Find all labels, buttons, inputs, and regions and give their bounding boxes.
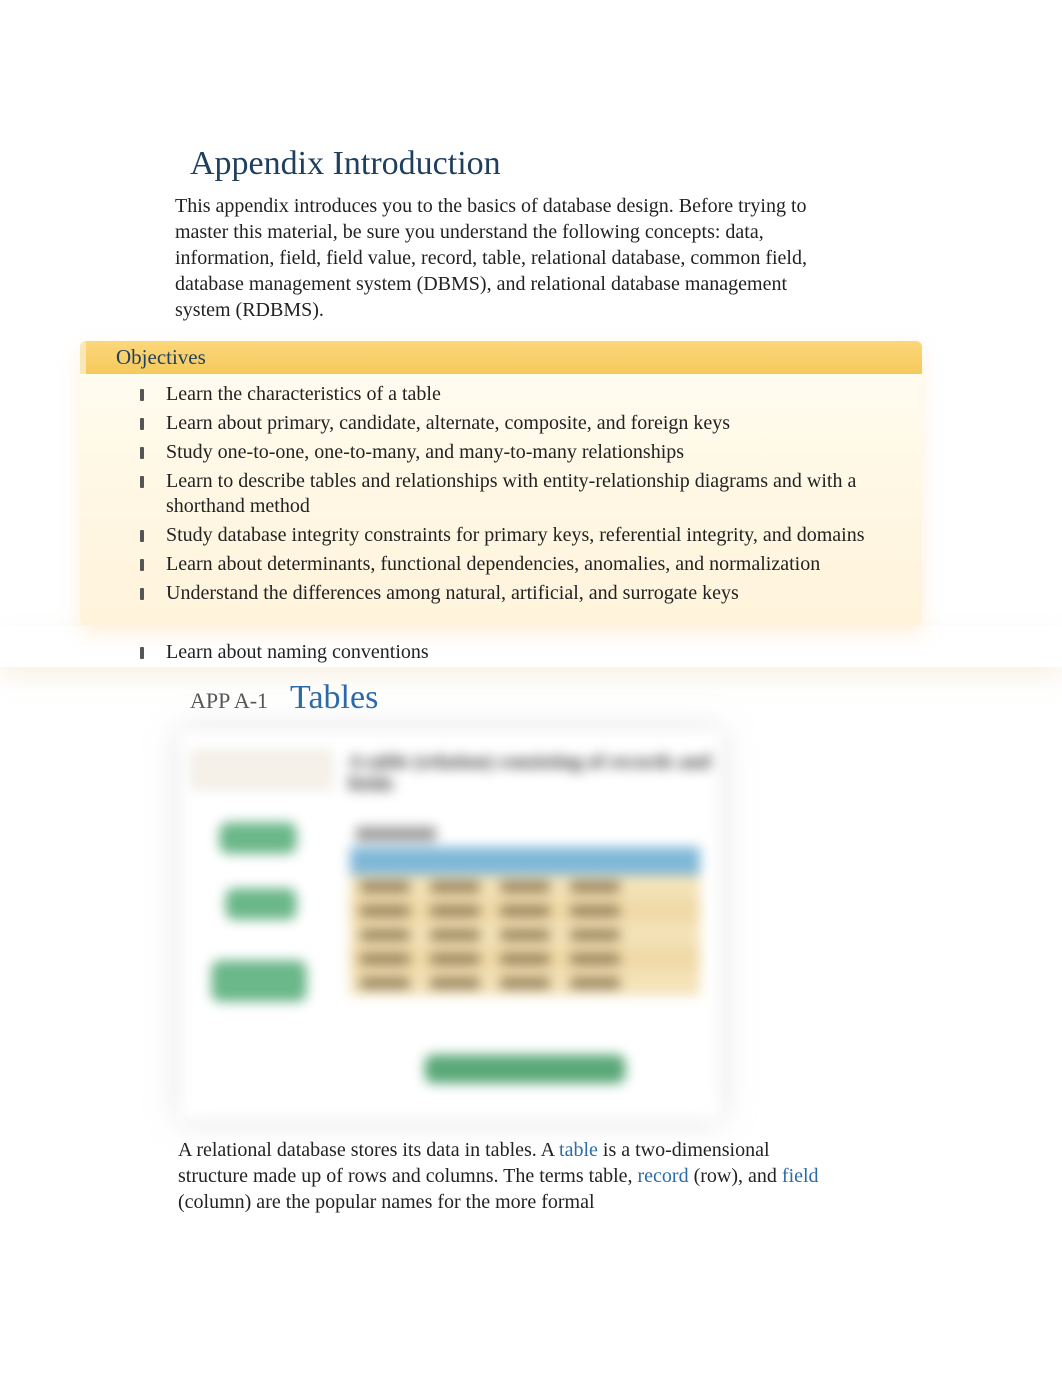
- body-text-run: (row), and: [694, 1165, 782, 1187]
- intro-paragraph: This appendix introduces you to the basi…: [175, 193, 832, 323]
- section-label: APP A-1: [190, 688, 268, 713]
- glossary-term-field[interactable]: field: [782, 1165, 819, 1187]
- figure-table-row: [350, 875, 700, 899]
- objective-item: Learn about primary, candidate, alternat…: [140, 409, 882, 438]
- figure-annotation-pill: [220, 823, 296, 853]
- figure-table-row: [350, 923, 700, 947]
- objective-item: Understand the differences among natural…: [140, 579, 882, 608]
- figure-table-header: [350, 847, 700, 875]
- figure-a1: A table (relation) consisting of records…: [180, 731, 720, 1119]
- objectives-list: Learn the characteristics of a table Lea…: [80, 374, 922, 608]
- appendix-heading: Appendix Introduction: [190, 145, 832, 183]
- section-header: APP A-1 Tables: [0, 667, 1062, 717]
- intro-section: Appendix Introduction This appendix intr…: [0, 145, 1062, 323]
- figure-table-row: [350, 971, 700, 995]
- section-title: Tables: [290, 679, 378, 716]
- figure-table: [350, 847, 700, 995]
- figure-label-box: [192, 751, 332, 789]
- objective-item: Learn to describe tables and relationshi…: [140, 467, 882, 521]
- figure-table-label: [356, 827, 436, 841]
- glossary-term-table[interactable]: table: [559, 1139, 598, 1161]
- figure-table-row: [350, 899, 700, 923]
- objective-item: Learn the characteristics of a table: [140, 380, 882, 409]
- glossary-term-record[interactable]: record: [638, 1165, 689, 1187]
- body-text-run: A relational database stores its data in…: [178, 1139, 559, 1161]
- figure-annotation-pill: [212, 961, 306, 1001]
- body-paragraph: A relational database stores its data in…: [0, 1119, 1062, 1215]
- figure-annotation-pill: [226, 889, 296, 919]
- objectives-title-bar: Objectives: [80, 341, 922, 374]
- figure-caption: A table (relation) consisting of records…: [348, 751, 720, 795]
- figure-table-row: [350, 947, 700, 971]
- objectives-title: Objectives: [116, 345, 206, 369]
- objectives-trailing: Learn about naming conventions: [0, 626, 1062, 667]
- objective-item: Study database integrity constraints for…: [140, 521, 882, 550]
- objective-item: Study one-to-one, one-to-many, and many-…: [140, 438, 882, 467]
- objectives-box: Objectives Learn the characteristics of …: [80, 341, 922, 626]
- body-text-run: (column) are the popular names for the m…: [178, 1191, 595, 1213]
- objective-item: Learn about determinants, functional dep…: [140, 550, 882, 579]
- figure-annotation-pill: [425, 1055, 625, 1083]
- objective-item: Learn about naming conventions: [140, 638, 1022, 667]
